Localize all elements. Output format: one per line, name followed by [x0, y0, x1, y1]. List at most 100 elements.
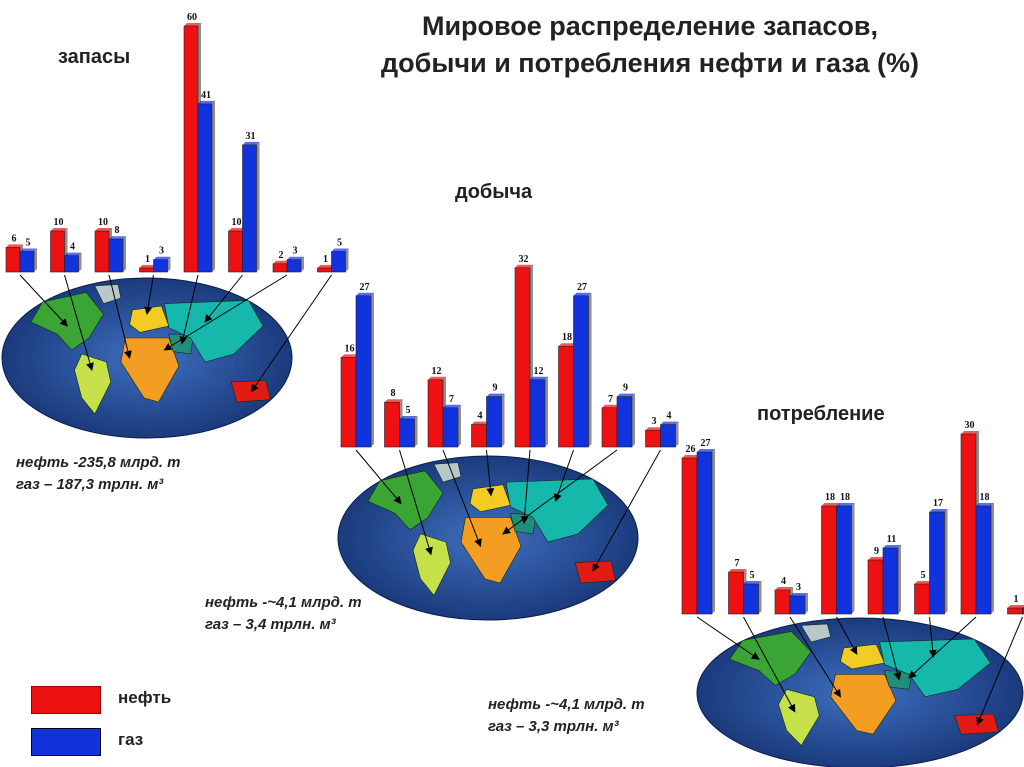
region-arrow [836, 616, 858, 655]
bar-top-gas [287, 256, 304, 260]
bar-top-gas [697, 449, 715, 452]
data-label-gas: 4 [70, 242, 75, 253]
bar-top-oil [428, 376, 446, 380]
bar-oil [960, 433, 977, 615]
chart-title-consumption: потребление [757, 403, 885, 425]
legend-label-gas: газ [118, 730, 144, 749]
data-label-gas: 27 [577, 282, 587, 293]
continent-australia [574, 560, 616, 584]
legend-label-oil: нефть [118, 688, 172, 707]
bar-side-gas [458, 404, 461, 447]
legend-swatch-gas [31, 728, 101, 756]
legend-swatch-oil [31, 686, 101, 714]
bar-gas [616, 396, 633, 448]
bar-gas [836, 505, 852, 615]
data-label-oil: 32 [519, 254, 529, 265]
data-label-oil: 2 [279, 250, 284, 261]
bar-top-gas [242, 141, 260, 145]
data-label-oil: 18 [562, 332, 572, 343]
note-reserves-gas: газ – 187,3 трлн. м³ [16, 476, 164, 493]
bar-top-gas [331, 248, 349, 252]
note-production-oil: нефть -~4,1 млрд. т [205, 594, 362, 611]
data-label-gas: 31 [246, 131, 256, 142]
bar-oil [183, 25, 199, 273]
bar-oil [427, 379, 444, 448]
bar-side-gas [123, 236, 126, 272]
bar-top-gas [660, 421, 679, 425]
bar-top-gas [743, 581, 762, 584]
bar-top-gas [109, 236, 126, 240]
data-label-oil: 7 [735, 558, 740, 569]
data-label-gas: 11 [887, 534, 896, 545]
bar-oil [728, 571, 744, 615]
bar-oil [514, 267, 531, 448]
bar-top-gas [976, 503, 994, 506]
region-arrow [442, 449, 482, 548]
bar-gas [486, 396, 502, 448]
bar-top-gas [530, 376, 548, 380]
data-label-gas: 5 [26, 238, 31, 249]
region-arrow [179, 274, 199, 345]
bar-side-gas [256, 141, 260, 272]
region-arrow [696, 616, 760, 660]
bar-oil [558, 345, 574, 448]
continent-africa [120, 337, 180, 403]
bar-top-oil [184, 23, 201, 26]
bar-top-gas [198, 100, 215, 104]
data-label-oil: 10 [54, 217, 64, 228]
bar-top-oil [228, 228, 246, 231]
region-arrows [19, 274, 1023, 726]
bar-side-gas [805, 593, 808, 614]
data-label-oil: 10 [232, 217, 242, 228]
region-arrow [592, 449, 661, 572]
continent-asia [505, 478, 609, 543]
region-arrow [64, 274, 94, 371]
bar-top-gas [153, 256, 171, 260]
bar-oil [471, 424, 487, 448]
data-label-gas: 5 [337, 238, 342, 249]
bar-top-gas [929, 509, 948, 512]
region-arrow [520, 449, 531, 525]
continent-europe [129, 305, 170, 333]
continent-south-america [778, 688, 820, 746]
continent-greenland [800, 623, 832, 643]
data-label-oil: 18 [825, 492, 835, 503]
bar-gas [355, 295, 372, 448]
chart-title-production: добыча [455, 181, 533, 203]
bar-top-gas [64, 252, 82, 256]
continent-north-america [367, 470, 444, 531]
region-arrow [144, 274, 154, 315]
bar-oil [340, 357, 357, 448]
region-arrow [19, 274, 68, 327]
bar-top-oil [6, 244, 23, 248]
bar-top-oil [775, 587, 793, 590]
continent-south-america [412, 533, 451, 596]
region-arrow [163, 274, 288, 351]
bar-top-oil [961, 431, 979, 434]
bar-top-oil [821, 503, 840, 506]
bar-side-gas [758, 581, 762, 614]
data-label-oil: 60 [187, 12, 197, 23]
bar-top-oil [558, 343, 577, 347]
bar-oil [317, 267, 332, 273]
bar-oil [272, 263, 288, 273]
bar-gas [929, 511, 945, 615]
bar-top-gas [399, 416, 418, 419]
bar-gas [660, 424, 676, 448]
continent-asia [879, 638, 991, 698]
continent-australia [230, 380, 271, 403]
continent-australia [954, 713, 999, 735]
world-map-consumption [696, 617, 1024, 767]
bar-oil [914, 583, 930, 615]
bar-top-gas [883, 545, 901, 548]
data-label-oil: 16 [345, 343, 355, 354]
bar-oil [601, 407, 618, 448]
bar-top-oil [50, 228, 68, 231]
bar-top-oil [602, 404, 620, 408]
bar-oil [774, 589, 791, 615]
continent-greenland [433, 462, 462, 483]
data-label-gas: 18 [980, 492, 990, 503]
bar-gas [64, 255, 79, 273]
